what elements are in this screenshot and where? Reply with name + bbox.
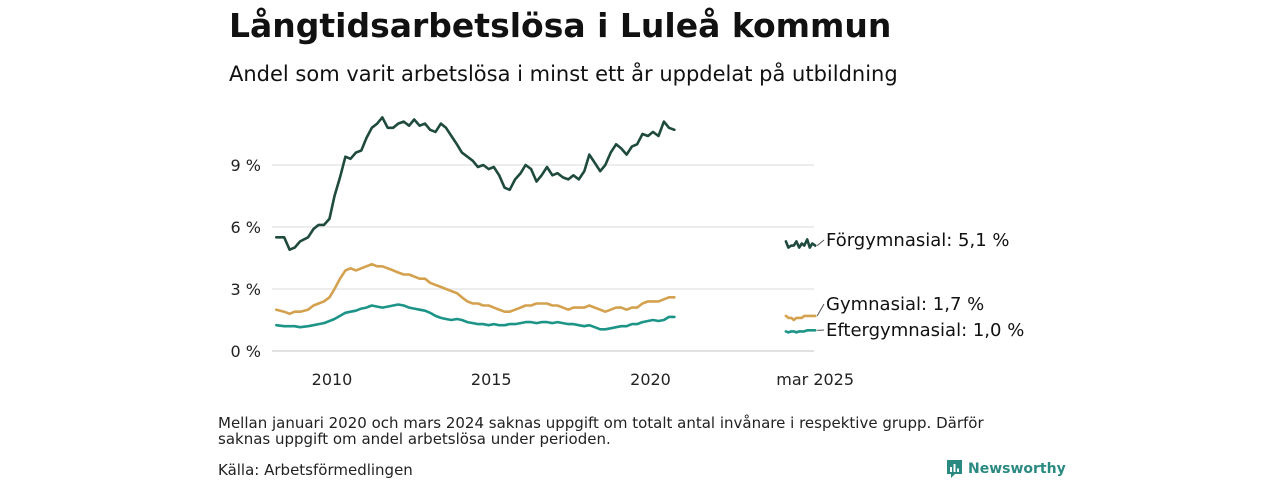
x-axis-ticks: 2010 2015 2020 mar 2025 <box>312 370 854 389</box>
x-tick-label: 2010 <box>312 370 353 389</box>
line-chart: 0 % 3 % 6 % 9 % 2010 2015 2020 mar 2025 Förgym… <box>231 116 1024 389</box>
chart-title: Långtidsarbetslösa i Luleå kommun <box>229 6 892 45</box>
label-leader-line <box>816 239 825 246</box>
series-line-förgymnasial <box>275 116 676 251</box>
x-tick-label: 2020 <box>630 370 671 389</box>
source-credit: Källa: Arbetsförmedlingen <box>218 461 413 479</box>
gridlines <box>272 164 814 352</box>
series-label-eftergymnasial: Eftergymnasial: 1,0 % <box>826 320 1024 341</box>
y-tick-label: 0 % <box>231 342 261 361</box>
y-tick-label: 3 % <box>231 280 261 299</box>
series-labels: Förgymnasial: 5,1 % Gymnasial: 1,7 % Efter… <box>816 230 1024 341</box>
y-tick-label: 6 % <box>231 218 261 237</box>
series-end-segment-eftergymnasial <box>784 329 817 334</box>
newsworthy-bar-chart-icon <box>947 460 962 478</box>
brand-name: Newsworthy <box>968 461 1066 477</box>
y-tick-label: 9 % <box>231 156 261 175</box>
series-line-gymnasial <box>275 262 676 316</box>
series-lines <box>275 116 817 334</box>
y-axis-ticks: 0 % 3 % 6 % 9 % <box>231 156 261 361</box>
x-tick-label: mar 2025 <box>776 370 854 389</box>
footnote: Mellan januari 2020 och mars 2024 saknas… <box>218 414 984 448</box>
series-line-eftergymnasial <box>275 303 676 331</box>
label-leader-line <box>816 303 825 317</box>
series-end-segment-förgymnasial <box>784 238 817 249</box>
series-label-förgymnasial: Förgymnasial: 5,1 % <box>826 230 1010 251</box>
series-label-gymnasial: Gymnasial: 1,7 % <box>826 294 984 315</box>
newsworthy-logo[interactable]: Newsworthy <box>946 459 1066 479</box>
series-end-segment-gymnasial <box>784 314 817 322</box>
chart-subtitle: Andel som varit arbetslösa i minst ett å… <box>229 62 898 86</box>
x-tick-label: 2015 <box>471 370 512 389</box>
